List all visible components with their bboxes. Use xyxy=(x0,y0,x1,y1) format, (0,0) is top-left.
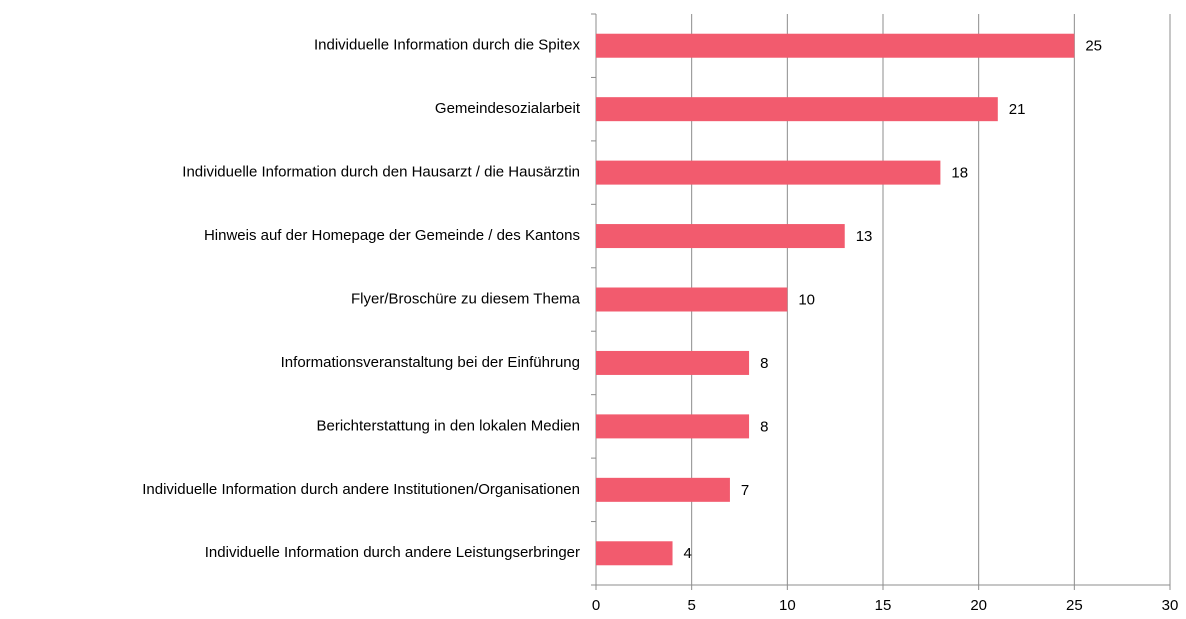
bar xyxy=(596,350,750,375)
y-tick-label: Individuelle Information durch die Spite… xyxy=(314,37,580,54)
data-label: 10 xyxy=(798,291,815,308)
y-tick-label: Flyer/Broschüre zu diesem Thema xyxy=(351,290,581,307)
x-tick-label: 30 xyxy=(1162,597,1179,614)
data-label: 18 xyxy=(951,165,968,182)
data-label: 13 xyxy=(856,228,873,245)
y-tick-label: Berichterstattung in den lokalen Medien xyxy=(317,417,581,434)
data-label: 8 xyxy=(760,355,768,372)
data-label: 4 xyxy=(684,545,692,562)
x-tick-label: 20 xyxy=(970,597,987,614)
data-label: 7 xyxy=(741,482,749,499)
y-tick-label: Gemeindesozialarbeit xyxy=(435,100,581,117)
y-tick-label: Individuelle Information durch andere In… xyxy=(142,481,580,498)
x-tick-label: 5 xyxy=(687,597,695,614)
bar xyxy=(596,160,941,185)
x-tick-label: 25 xyxy=(1066,597,1083,614)
y-tick-label: Hinweis auf der Homepage der Gemeinde / … xyxy=(204,227,580,244)
data-label: 8 xyxy=(760,418,768,435)
data-label: 25 xyxy=(1085,38,1102,55)
y-tick-label: Informationsveranstaltung bei der Einfüh… xyxy=(281,354,580,371)
y-tick-label: Individuelle Information durch den Hausa… xyxy=(182,164,580,181)
data-label: 21 xyxy=(1009,101,1026,118)
x-tick-label: 15 xyxy=(875,597,892,614)
y-tick-label: Individuelle Information durch andere Le… xyxy=(205,544,580,561)
bar xyxy=(596,287,788,312)
x-tick-label: 10 xyxy=(779,597,796,614)
bar xyxy=(596,97,998,122)
bar xyxy=(596,224,845,249)
bar xyxy=(596,33,1075,58)
x-tick-label: 0 xyxy=(592,597,600,614)
bar xyxy=(596,477,730,502)
bar xyxy=(596,414,750,439)
bar xyxy=(596,541,673,566)
